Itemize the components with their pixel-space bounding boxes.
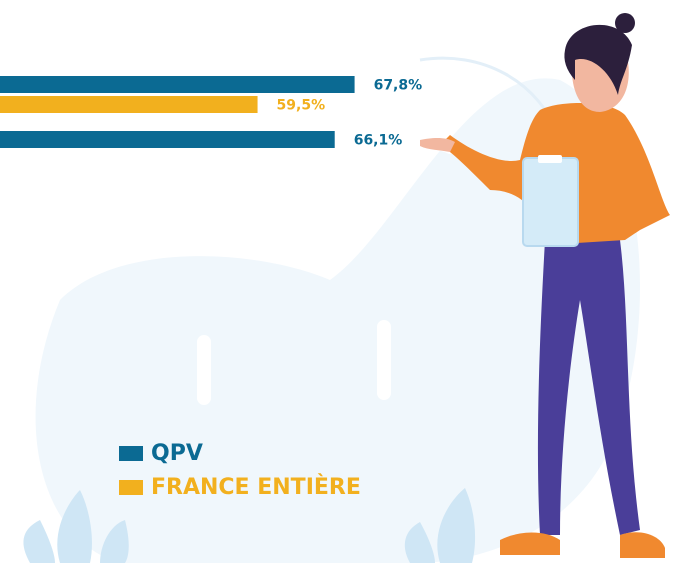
value-label: 66,1% <box>354 133 403 149</box>
background-illustration <box>23 56 641 563</box>
woman-illustration <box>420 13 670 558</box>
bar <box>0 96 258 113</box>
bar <box>0 131 335 148</box>
value-label: 67,8% <box>374 78 423 94</box>
legend-swatch <box>119 446 143 461</box>
legend-label: FRANCE ENTIÈRE <box>151 474 361 500</box>
bars: 67,8% 59,5% 66,1% <box>0 76 422 149</box>
legend-swatch <box>119 480 143 495</box>
bar <box>0 76 355 93</box>
legend-label: QPV <box>151 441 203 466</box>
legend: QPV FRANCE ENTIÈRE <box>119 441 361 500</box>
value-label: 59,5% <box>277 98 326 114</box>
